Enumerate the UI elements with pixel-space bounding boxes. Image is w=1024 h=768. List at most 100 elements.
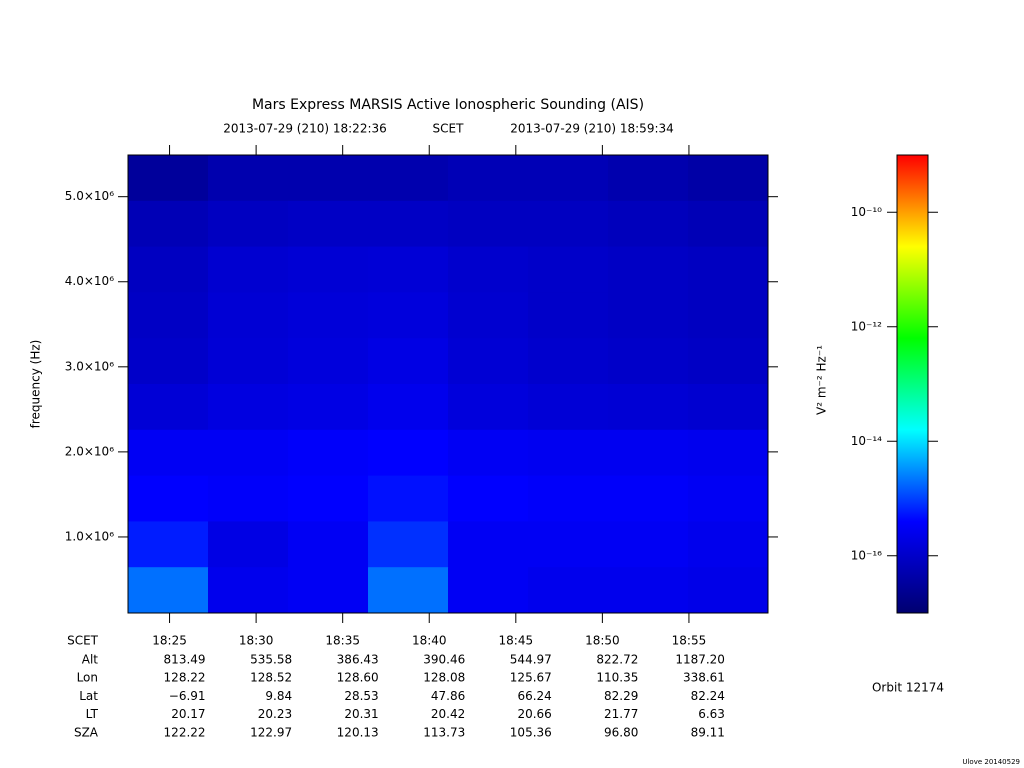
heatmap-cell (528, 521, 609, 568)
table-row-label: SZA (74, 725, 99, 739)
table-cell: 125.67 (510, 671, 552, 685)
table-cell: 113.73 (423, 725, 465, 739)
table-cell: 9.84 (265, 689, 292, 703)
heatmap-cell (288, 384, 369, 431)
heatmap-cell (368, 155, 449, 202)
heatmap-cell (448, 338, 529, 385)
heatmap-cell (128, 475, 209, 522)
heatmap-cell (688, 475, 769, 522)
x-tick-label: 18:40 (412, 634, 447, 648)
heatmap-cell (608, 521, 689, 568)
heatmap-cell (608, 567, 689, 614)
x-tick-label: 18:55 (672, 634, 707, 648)
heatmap-cell (688, 384, 769, 431)
heatmap-cell (528, 384, 609, 431)
heatmap-cell (128, 384, 209, 431)
heatmap-cell (368, 384, 449, 431)
table-cell: 105.36 (510, 725, 552, 739)
heatmap-cell (448, 200, 529, 248)
heatmap-cell (608, 338, 689, 385)
heatmap-cell (448, 384, 529, 431)
table-cell: 813.49 (164, 653, 206, 667)
heatmap-cell (368, 521, 449, 568)
table-cell: 128.60 (337, 671, 379, 685)
table-cell: 20.42 (431, 707, 465, 721)
heatmap-cell (128, 521, 209, 568)
table-cell: 535.58 (250, 653, 292, 667)
heatmap-cell (288, 521, 369, 568)
heatmap-cell (368, 475, 449, 522)
heatmap-cell (288, 567, 369, 614)
table-header: SCET (67, 634, 99, 648)
heatmap-cell (208, 475, 289, 522)
heatmap-cell (208, 567, 289, 614)
heatmap-cell (368, 292, 449, 339)
x-tick-label: 18:35 (325, 634, 360, 648)
table-cell: 128.08 (423, 671, 465, 685)
subtitle-mid: SCET (433, 122, 465, 136)
heatmap-cell (608, 292, 689, 339)
heatmap-cell (128, 200, 209, 248)
heatmap-cell (208, 338, 289, 385)
subtitle-end: 2013-07-29 (210) 18:59:34 (510, 122, 674, 136)
table-cell: 82.29 (604, 689, 638, 703)
table-row-label: LT (86, 707, 99, 721)
table-cell: 82.24 (691, 689, 725, 703)
table-cell: 544.97 (510, 653, 552, 667)
heatmap-cell (288, 475, 369, 522)
heatmap-cell (288, 338, 369, 385)
y-tick-label: 3.0×10⁶ (65, 359, 114, 373)
table-cell: 122.22 (164, 725, 206, 739)
y-tick-label: 5.0×10⁶ (65, 189, 114, 203)
heatmap-cell (448, 567, 529, 614)
heatmap-cell (448, 521, 529, 568)
colorbar-tick-label: 10⁻¹⁶ (851, 548, 882, 562)
heatmap-cell (528, 429, 609, 477)
y-tick-label: 2.0×10⁶ (65, 444, 114, 458)
heatmap-cell (608, 155, 689, 202)
heatmap-cell (368, 429, 449, 477)
y-tick-label: 1.0×10⁶ (65, 529, 114, 543)
colorbar-label: V² m⁻² Hz⁻¹ (815, 345, 829, 415)
table-cell: 1187.20 (675, 653, 725, 667)
heatmap-cell (208, 429, 289, 477)
y-axis-label: frequency (Hz) (29, 340, 43, 429)
colorbar (896, 154, 929, 614)
colorbar-tick-label: 10⁻¹⁰ (851, 205, 882, 219)
heatmap-cell (528, 200, 609, 248)
heatmap-cell (448, 429, 529, 477)
table-cell: 6.63 (698, 707, 725, 721)
table-cell: 110.35 (596, 671, 638, 685)
table-cell: 21.77 (604, 707, 638, 721)
heatmap-cell (688, 429, 769, 477)
y-tick-label: 4.0×10⁶ (65, 274, 114, 288)
table-cell: 390.46 (423, 653, 465, 667)
heatmap-cell (448, 155, 529, 202)
heatmap-cell (368, 338, 449, 385)
heatmap-cell (208, 246, 289, 293)
colorbar-tick-label: 10⁻¹⁴ (851, 434, 882, 448)
table-row-label: Lat (79, 689, 98, 703)
heatmap-cell (688, 246, 769, 293)
chart-title: Mars Express MARSIS Active Ionospheric S… (252, 97, 644, 113)
heatmap-cell (688, 200, 769, 248)
table-cell: 89.11 (691, 725, 725, 739)
heatmap-cell (128, 338, 209, 385)
heatmap-cell (688, 292, 769, 339)
footer: Ulove 20140529 (962, 758, 1020, 766)
heatmap-cell (288, 200, 369, 248)
heatmap-cell (368, 246, 449, 293)
colorbar-tick-label: 10⁻¹² (851, 319, 882, 333)
table-cell: 822.72 (596, 653, 638, 667)
table-cell: 128.52 (250, 671, 292, 685)
heatmap-cell (288, 155, 369, 202)
heatmap-cell (128, 292, 209, 339)
heatmap-cell (688, 155, 769, 202)
heatmap-cell (288, 429, 369, 477)
heatmap-cell (208, 521, 289, 568)
heatmap-cell (128, 429, 209, 477)
table-row-label: Alt (82, 653, 99, 667)
heatmap-cell (208, 200, 289, 248)
table-cell: 128.22 (164, 671, 206, 685)
